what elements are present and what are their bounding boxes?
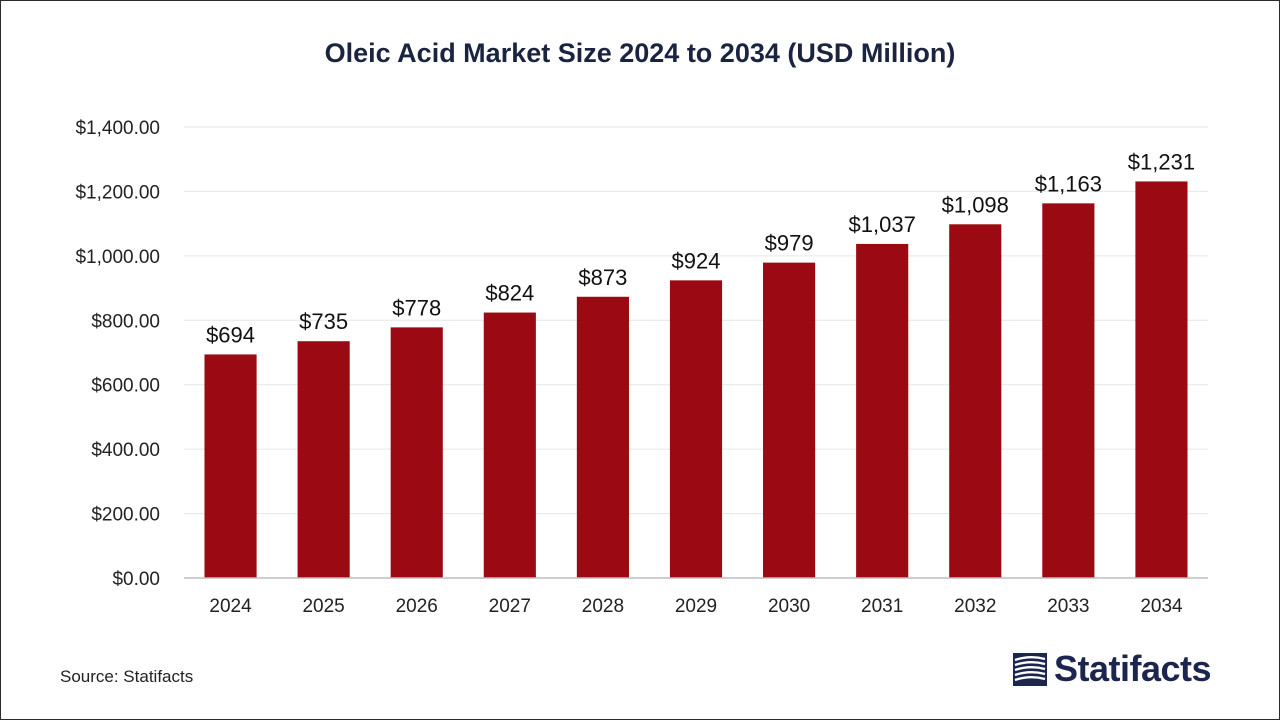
x-tick-label: 2030 (768, 596, 810, 617)
y-tick-label: $0.00 (112, 569, 160, 590)
bar (856, 243, 909, 578)
data-labels: $694 $735 $778 $824 $873 $924 $979 $1,037 $1,098… (206, 149, 1195, 347)
x-tick-label: 2028 (582, 596, 624, 617)
bar (1042, 203, 1095, 579)
x-tick-label: 2024 (209, 596, 252, 617)
bars (204, 181, 1188, 579)
data-label: $778 (392, 295, 441, 320)
y-tick-label: $200.00 (91, 505, 160, 526)
bar (669, 280, 723, 578)
bar (1135, 181, 1188, 578)
x-tick-label: 2027 (489, 596, 531, 617)
chart-title: Oleic Acid Market Size 2024 to 2034 (USD… (324, 38, 956, 68)
x-tick-label: 2034 (1140, 596, 1183, 617)
data-label: $1,037 (849, 212, 916, 237)
data-label: $694 (206, 322, 255, 347)
x-tick-label: 2029 (675, 596, 717, 617)
x-tick-label: 2026 (396, 596, 438, 617)
brand-logo: Statifacts (1012, 648, 1212, 690)
y-axis: $0.00 $200.00 $400.00 $600.00 $800.00 $1,000.… (75, 118, 160, 590)
y-tick-label: $1,400.00 (75, 118, 160, 139)
bar (204, 354, 257, 578)
x-axis: 2024 2025 2026 2027 2028 2029 2030 2031 2032 2033… (184, 577, 1208, 617)
y-tick-label: $1,200.00 (75, 182, 160, 203)
bar (390, 327, 443, 578)
data-label: $824 (485, 281, 534, 306)
x-tick-label: 2031 (861, 596, 903, 617)
data-label: $1,231 (1128, 149, 1195, 174)
x-tick-label: 2032 (954, 596, 996, 617)
brand-name: Statifacts (1054, 648, 1212, 689)
x-tick-label: 2025 (302, 596, 344, 617)
data-label: $979 (765, 231, 814, 256)
y-tick-label: $400.00 (91, 440, 160, 461)
bar (483, 312, 536, 578)
y-tick-label: $800.00 (91, 311, 160, 332)
data-label: $873 (578, 265, 627, 290)
data-label: $1,098 (942, 192, 1009, 217)
data-label: $735 (299, 309, 348, 334)
bar (949, 224, 1002, 578)
source-note: Source: Statifacts (60, 667, 194, 686)
bar (297, 341, 350, 578)
statifacts-logo-icon (1013, 653, 1047, 686)
y-tick-label: $1,000.00 (75, 247, 160, 268)
data-label: $1,163 (1035, 171, 1102, 196)
bar (576, 296, 629, 578)
y-tick-label: $600.00 (91, 376, 160, 397)
x-tick-label: 2033 (1047, 596, 1089, 617)
data-label: $924 (672, 248, 721, 273)
bar (763, 262, 816, 578)
